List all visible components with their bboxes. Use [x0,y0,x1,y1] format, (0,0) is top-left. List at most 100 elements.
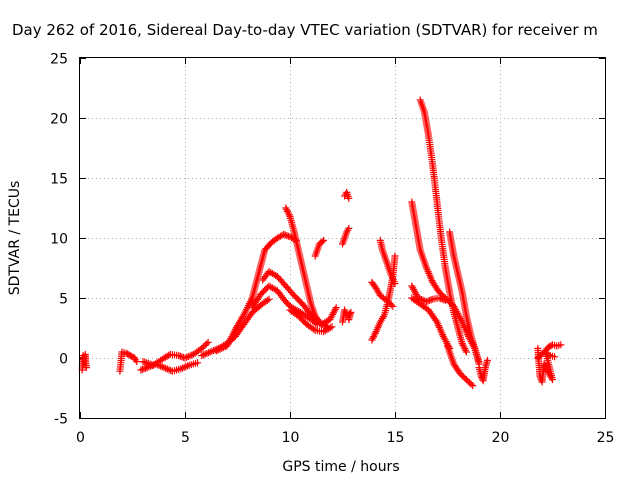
y-axis-label: SDTVAR / TECUs [7,181,23,296]
data-point-arc-c [160,364,168,372]
data-point-arc-c [180,363,188,371]
data-points [78,96,565,390]
data-point-arc-r [435,288,443,296]
plot-frame [79,57,606,419]
data-point-arc-c [163,365,171,373]
chart-title: Day 262 of 2016, Sidereal Day-to-day VTE… [12,21,598,39]
data-point-arc-d [186,352,194,360]
data-point-arc-t [419,296,427,304]
x-tick-label: 15 [387,430,405,446]
data-point-arc-d [204,338,212,346]
data-point-arc-s [458,340,466,348]
data-point-arc-u [432,316,440,324]
data-point-arc-b [133,358,141,366]
data-point-arc-d [199,343,207,351]
data-point-arc-s [462,346,470,354]
data-point-arc-e [198,352,206,360]
y-tick-label: 10 [50,232,68,248]
data-point-arc-e [263,296,271,304]
axis-ticks: 0 5 10 15 20 25 -5 0 5 10 15 20 25 [50,52,614,447]
data-point-arc-k [318,238,326,246]
data-point-arc-aa [551,353,559,361]
data-point-arc-p [387,301,395,309]
data-point-arc-s [462,348,470,356]
data-point-arc-i [283,206,291,214]
data-point-arc-c [143,364,151,372]
data-point-arc-c [162,364,170,372]
data-point-arc-i [284,209,292,217]
y-tick-label: 20 [50,112,68,128]
data-point-arc-d [183,353,191,361]
data-point-arc-i [332,304,340,312]
data-point-arc-o [369,334,377,342]
data-point-arc-d [198,344,206,352]
data-point-arc-o [371,329,379,337]
data-point-arc-s [460,343,468,351]
x-tick-label: 25 [597,430,615,446]
data-point-arc-q [391,280,399,288]
data-point-arc-w [461,374,469,382]
data-point-arc-o [368,336,376,344]
data-point-arc-p [383,296,391,304]
data-point-arc-c [177,365,185,373]
data-point-arc-p [386,299,394,307]
data-point-arc-i [283,207,291,215]
data-point-arc-e [201,350,209,358]
data-point-arc-w [464,377,472,385]
data-point-arc-s [461,345,469,353]
y-tick-label: 0 [59,352,68,368]
y-tick-label: 15 [50,172,68,188]
data-point-arc-y [540,360,548,368]
data-point-arc-e [199,351,207,359]
data-point-arc-w [459,373,467,381]
data-point-arc-d [201,341,209,349]
data-point-arc-j [328,323,336,331]
data-point-arc-w [467,380,475,388]
x-tick-label: 5 [181,430,190,446]
data-point-arc-e [206,348,214,356]
data-point-arc-a [82,364,90,372]
data-point-arc-c [158,363,166,371]
data-point-arc-n [345,316,353,324]
data-point-arc-w [469,382,477,390]
data-point-arc-s [459,341,467,349]
data-point-arc-i [331,305,339,313]
data-point-arc-aa [535,353,543,360]
data-point-arc-z [557,341,565,349]
data-point-arc-m [345,194,353,202]
data-point-arc-o [370,331,378,339]
data-point-arc-c [184,362,192,370]
data-point-arc-c [178,364,186,372]
data-point-arc-p [389,302,397,310]
y-tick-label: 5 [59,292,68,308]
data-point-arc-k [320,236,328,244]
data-point-arc-d [203,340,211,348]
data-point-arc-w [458,371,466,379]
data-point-arc-o [391,252,399,260]
x-tick-label: 20 [492,430,510,446]
data-point-arc-i [282,204,290,212]
data-point-arc-j [326,324,334,332]
data-point-arc-aa [545,351,553,359]
x-tick-label: 0 [76,430,85,446]
data-point-arc-t [441,296,449,304]
data-point-arc-c [165,366,173,374]
data-point-arc-i [285,211,293,219]
data-point-arc-w [462,376,470,384]
data-point-arc-aa [534,354,542,362]
data-point-arc-x [483,356,491,364]
y-tick-label: -5 [54,412,68,428]
data-point-arc-c [194,359,202,367]
data-point-arc-p [384,298,392,306]
data-point-arc-d [184,353,192,361]
data-point-arc-aa [537,351,545,359]
x-tick-label: 10 [282,430,300,446]
data-point-arc-l [345,224,353,232]
data-point-arc-c [182,363,190,371]
x-axis-label: GPS time / hours [282,459,399,475]
data-point-arc-e [205,349,213,357]
data-point-arc-w [466,379,474,387]
data-point-arc-o [370,333,378,341]
data-point-arc-d [181,354,189,362]
